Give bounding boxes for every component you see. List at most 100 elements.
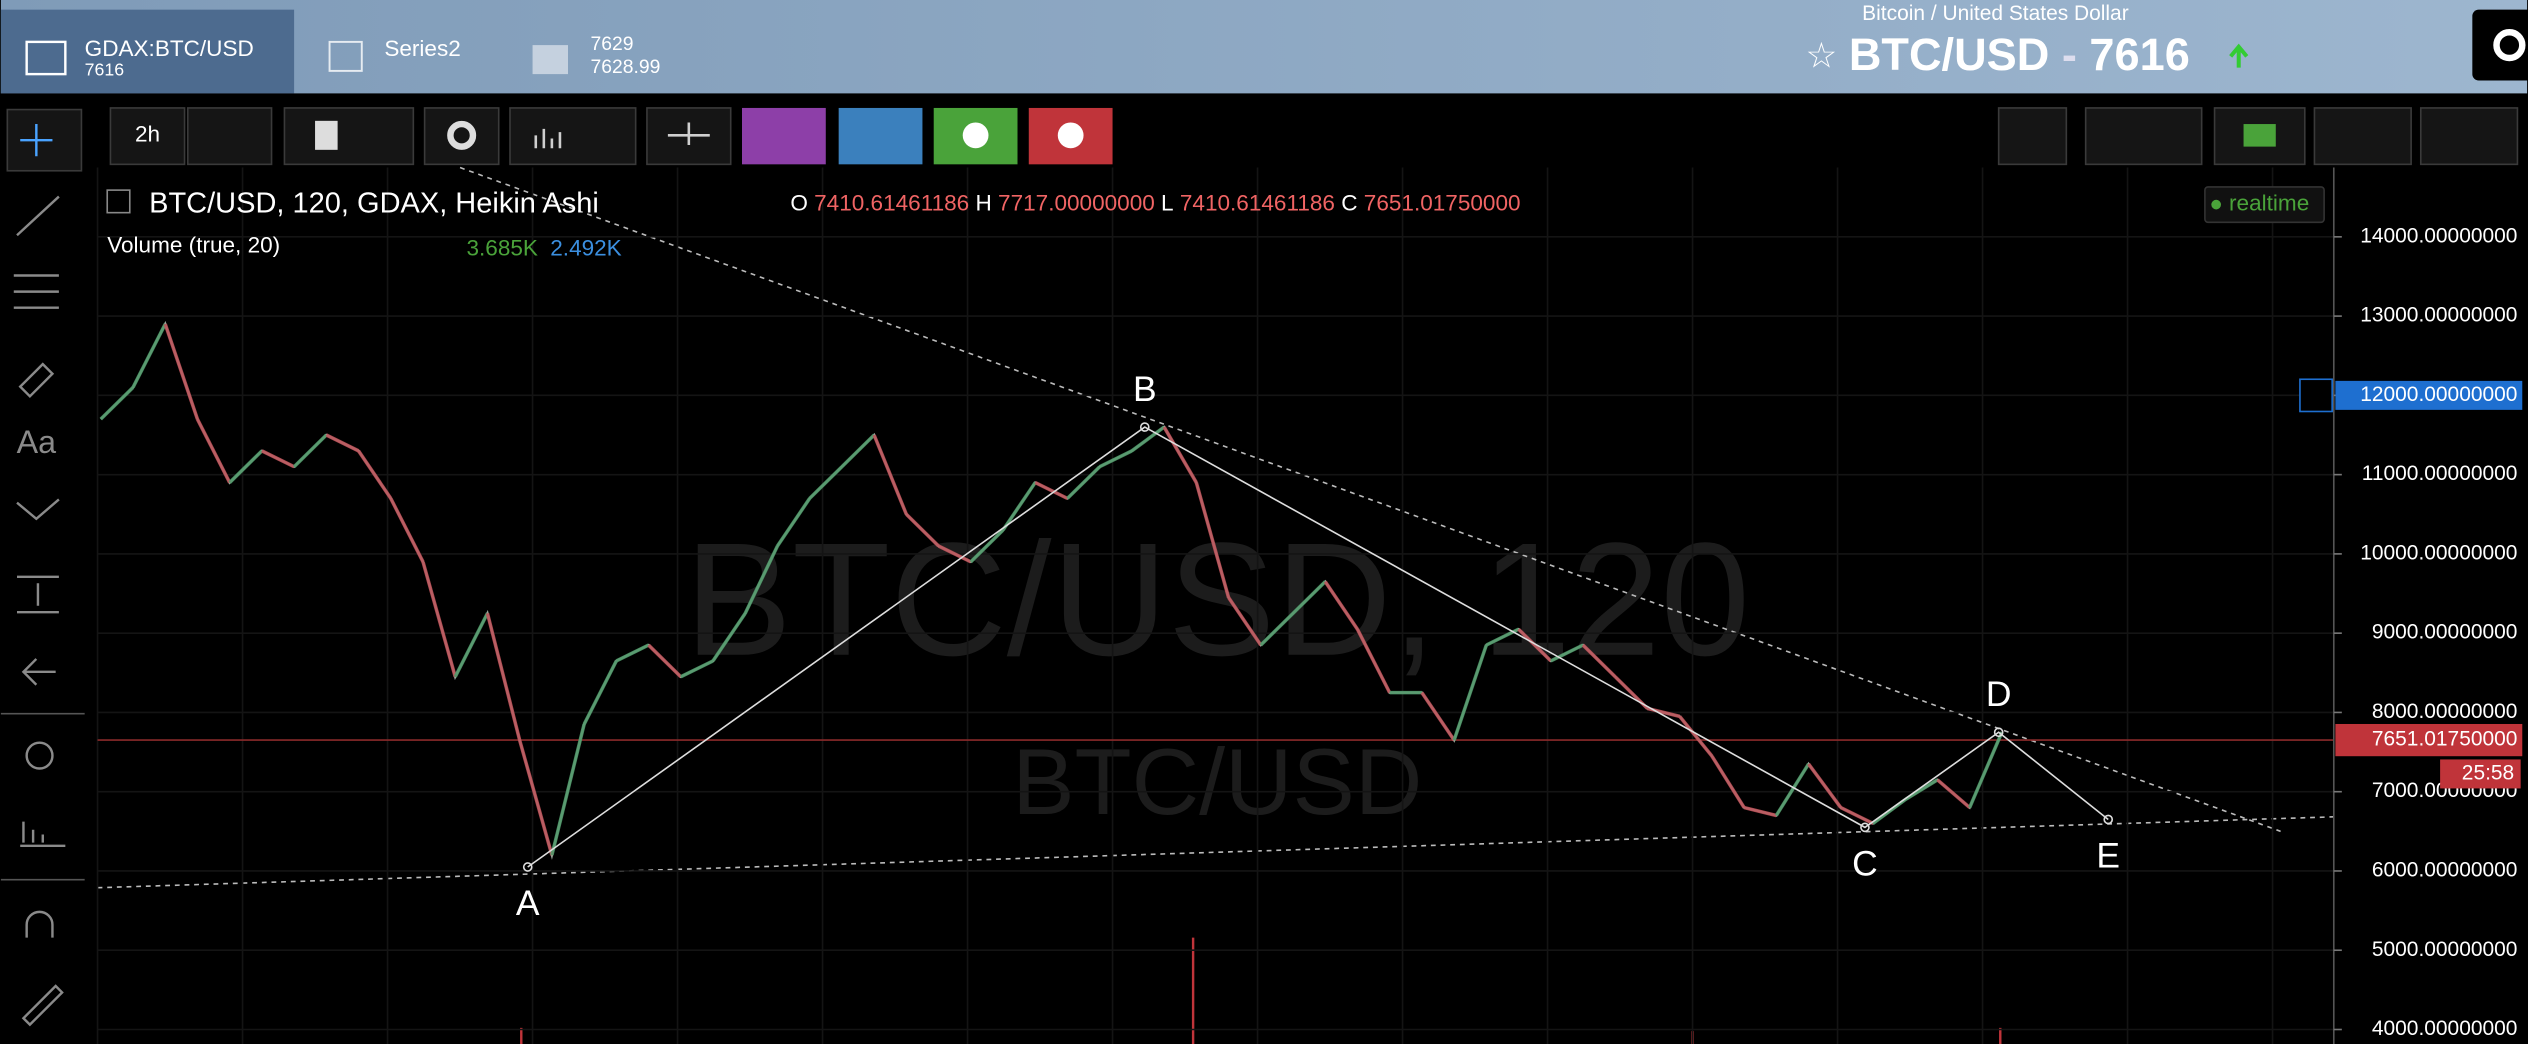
interval[interactable]: 2h (135, 121, 160, 146)
realtime-badge[interactable] (2204, 186, 2325, 224)
candle-segment (1807, 762, 1843, 809)
y-tick-label: 14000.00000000 (2360, 224, 2517, 247)
remove-tool[interactable] (21, 658, 56, 686)
volume-title: Volume (true, 20) (107, 232, 280, 257)
candle-segment (195, 418, 232, 484)
y-tick-label: 6000.00000000 (2372, 858, 2518, 881)
candle-segment (743, 545, 780, 615)
y-tick-label: 11000.00000000 (2362, 462, 2518, 485)
gear-icon (447, 120, 477, 150)
plugin-button[interactable] (742, 107, 826, 165)
candle-segment (163, 323, 200, 420)
candle-icon (315, 120, 338, 150)
compare-button[interactable] (646, 107, 732, 166)
left-tools: Aa (0, 195, 85, 1027)
candle-segment (99, 386, 135, 421)
settings-button[interactable] (2472, 9, 2528, 81)
countdown: 25:58 (2462, 761, 2514, 784)
pattern-tool[interactable] (16, 498, 60, 521)
zoom-tool[interactable] (25, 741, 54, 770)
tab-title[interactable]: GDAX:BTC/USD (85, 36, 254, 61)
candle-segment (1517, 627, 1553, 663)
candle-segment (1227, 596, 1263, 647)
measure-tool[interactable] (17, 575, 59, 614)
plot: BTC/USD, 120 BTC/USD (96, 166, 2334, 1044)
volume-value: 3.685K (467, 236, 538, 261)
candle-segment (969, 528, 1005, 564)
tab-value: 7616 (85, 60, 125, 80)
candle-segment (292, 433, 328, 468)
y-tick-label: 10000.00000000 (2360, 541, 2517, 564)
realtime-dot (2211, 199, 2221, 210)
magnet-tool[interactable] (25, 910, 54, 938)
candle-segment (1001, 481, 1037, 532)
ruler-tool[interactable] (20, 821, 66, 848)
save-button[interactable] (2419, 107, 2519, 166)
candle-segment (1130, 425, 1166, 453)
pattern-point (522, 862, 533, 872)
candle-segment (1581, 643, 1617, 679)
top-toolbar: 2h (109, 107, 2519, 166)
tab-icon (532, 45, 568, 75)
upper-trendline (459, 166, 2281, 833)
undo-redo-button[interactable] (2084, 107, 2203, 166)
crosshair-icon (20, 124, 53, 157)
candle-segment (1839, 805, 1874, 825)
fib-tool[interactable] (13, 274, 59, 309)
tab-title[interactable]: Series2 (384, 36, 460, 61)
candle-segment (1710, 755, 1746, 809)
y-tick-label: 9000.00000000 (2372, 621, 2518, 644)
candle-segment (1452, 644, 1489, 741)
candle-segment (1871, 798, 1907, 825)
load-button[interactable] (2313, 107, 2412, 166)
candle-segment (872, 434, 908, 515)
pattern-point (2103, 814, 2114, 825)
y-tick-label: 4000.00000000 (2372, 1017, 2518, 1040)
up-arrow (2229, 43, 2249, 68)
volume-value: 2.492K (550, 236, 621, 261)
candle-segment (453, 612, 490, 678)
brush-tool[interactable] (18, 362, 55, 399)
interval-button[interactable] (109, 107, 186, 166)
highlight-label: 12000.00000000 (2360, 383, 2517, 406)
candle-segment (1743, 805, 1777, 818)
fullscreen-button[interactable] (1997, 107, 2068, 166)
tab-icon (25, 40, 67, 76)
active-tab[interactable] (0, 9, 295, 94)
lock-tool[interactable] (21, 984, 64, 1027)
text-tool[interactable]: Aa (17, 424, 56, 460)
realtime: realtime (2229, 191, 2309, 216)
scroll-button[interactable] (2299, 378, 2333, 413)
indicators-button[interactable] (509, 107, 637, 166)
candle-segment (775, 497, 812, 547)
tab-title[interactable]: 7629 (591, 34, 634, 55)
pattern-point (1993, 727, 2004, 738)
volume-bars (520, 937, 2002, 1044)
chart-type-button[interactable] (283, 107, 415, 166)
candle-segment (1098, 449, 1133, 469)
candle-segment (228, 449, 264, 484)
more-button[interactable] (186, 107, 273, 166)
candle-segment (1323, 580, 1359, 631)
symbol: BTC/USD - 7616 (1849, 29, 2190, 80)
candle-segment (325, 433, 360, 453)
pattern-label: E (2096, 835, 2120, 875)
trend-tool[interactable] (16, 195, 60, 237)
star-icon[interactable]: ☆ (1806, 35, 1838, 75)
candle-segment (1420, 691, 1456, 742)
candle-segment (1291, 580, 1327, 615)
collapse-button[interactable] (106, 189, 131, 214)
candle-segment (1259, 612, 1295, 647)
candle-segment (1936, 778, 1971, 809)
axis-highlight (2335, 380, 2523, 410)
candle-segment (808, 465, 844, 500)
candle-segment (1355, 628, 1392, 694)
candle-segment (1066, 465, 1101, 500)
alert-button[interactable] (838, 107, 923, 165)
candle-segment (1774, 763, 1811, 817)
pattern-label: B (1133, 369, 1157, 409)
pattern-label: C (1852, 843, 1878, 883)
candle-segment (1678, 715, 1714, 758)
settings-button[interactable] (423, 107, 500, 166)
